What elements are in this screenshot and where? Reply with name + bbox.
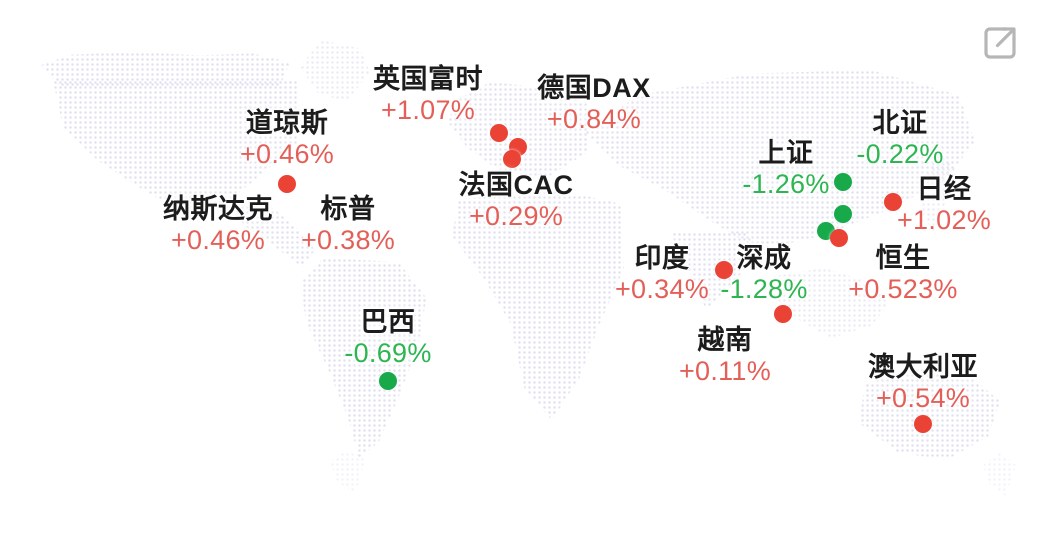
landmass-greenland <box>300 40 370 102</box>
market-label[interactable]: 德国DAX +0.84% <box>537 73 651 134</box>
market-change-value: +0.46% <box>170 225 266 256</box>
market-name: 上证 <box>758 138 814 168</box>
market-change-value: +1.07% <box>380 95 476 126</box>
market-change-value: -1.26% <box>742 169 830 200</box>
market-label[interactable]: 深成 -1.28% <box>720 243 807 304</box>
market-label[interactable]: 澳大利亚 +0.54% <box>868 352 978 413</box>
market-change-value: -0.69% <box>344 338 432 369</box>
market-name: 日经 <box>916 174 972 204</box>
market-name: 纳斯达克 <box>163 194 273 224</box>
market-name: 越南 <box>697 325 753 355</box>
market-label[interactable]: 北证 -0.22% <box>856 108 943 169</box>
market-marker[interactable] <box>715 261 733 279</box>
market-name: 法国CAC <box>458 170 574 200</box>
market-marker[interactable] <box>490 124 508 142</box>
market-marker[interactable] <box>914 415 932 433</box>
market-label[interactable]: 巴西 -0.69% <box>344 307 431 368</box>
landmass-new-zealand <box>983 452 1016 496</box>
external-link-icon[interactable] <box>979 22 1021 64</box>
market-change-value: +0.523% <box>848 274 958 305</box>
market-change-value: +0.38% <box>300 225 396 256</box>
market-change-value: +0.34% <box>614 274 710 305</box>
market-change-value: +0.54% <box>875 383 971 414</box>
market-name: 德国DAX <box>537 73 651 103</box>
market-label[interactable]: 印度 +0.34% <box>615 243 709 304</box>
market-label[interactable]: 道琼斯 +0.46% <box>240 108 334 169</box>
market-change-value: +0.29% <box>468 201 564 232</box>
market-marker[interactable] <box>278 175 296 193</box>
market-change-value: +1.02% <box>896 205 992 236</box>
market-name: 恒生 <box>875 243 931 273</box>
market-change-value: -1.28% <box>720 274 808 305</box>
market-name: 英国富时 <box>373 64 483 94</box>
market-change-value: -0.22% <box>856 139 944 170</box>
market-label[interactable]: 法国CAC +0.29% <box>459 170 574 231</box>
market-name: 印度 <box>634 243 690 273</box>
market-name: 巴西 <box>360 307 416 337</box>
market-label[interactable]: 恒生 +0.523% <box>848 243 957 304</box>
market-name: 澳大利亚 <box>868 352 978 382</box>
landmass-south-america-tip <box>330 452 366 494</box>
market-name: 北证 <box>872 108 928 138</box>
market-label[interactable]: 越南 +0.11% <box>679 325 771 386</box>
market-marker[interactable] <box>379 372 397 390</box>
market-label[interactable]: 日经 +1.02% <box>897 174 991 235</box>
market-label[interactable]: 英国富时 +1.07% <box>373 64 483 125</box>
market-label[interactable]: 纳斯达克 +0.46% <box>163 194 273 255</box>
market-name: 深成 <box>736 243 792 273</box>
market-label[interactable]: 标普 +0.38% <box>301 194 395 255</box>
market-name: 标普 <box>320 194 376 224</box>
market-marker[interactable] <box>830 229 848 247</box>
market-change-value: +0.84% <box>546 104 642 135</box>
market-label[interactable]: 上证 -1.26% <box>742 138 829 199</box>
market-marker[interactable] <box>884 193 902 211</box>
market-change-value: +0.11% <box>678 356 772 387</box>
market-change-value: +0.46% <box>239 139 335 170</box>
market-marker[interactable] <box>503 150 521 168</box>
market-name: 道琼斯 <box>245 108 329 138</box>
market-marker[interactable] <box>834 173 852 191</box>
market-marker[interactable] <box>774 305 792 323</box>
market-marker[interactable] <box>834 205 852 223</box>
